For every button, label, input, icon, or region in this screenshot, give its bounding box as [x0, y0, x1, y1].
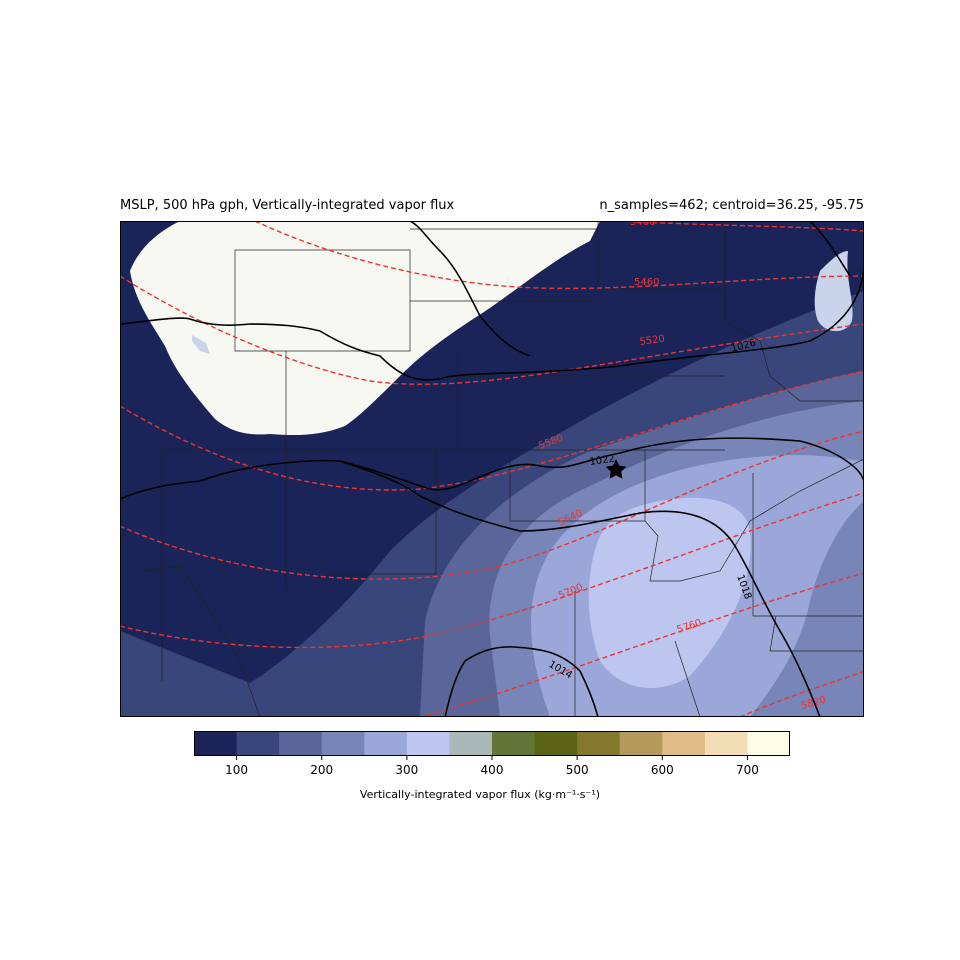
colorbar-cells [194, 731, 791, 756]
colorbar-cell [704, 731, 748, 756]
colorbar-label: Vertically-integrated vapor flux (kg·m⁻¹… [359, 788, 601, 801]
colorbar-cell [534, 731, 578, 756]
colorbar-cell [406, 731, 450, 756]
colorbar-tick-label: 200 [310, 763, 333, 777]
state-borders [141, 221, 864, 717]
colorbar-cell [492, 731, 536, 756]
mslp-contours [120, 221, 864, 717]
gph-label: 5460 [634, 277, 659, 288]
colorbar-tick-label: 400 [481, 763, 504, 777]
colorbar-cell [194, 731, 238, 756]
low-flux-region [130, 221, 600, 436]
colorbar-tick-label: 600 [651, 763, 674, 777]
flux-level-300 [588, 497, 751, 688]
colorbar-cell [364, 731, 408, 756]
gph-label: 5520 [639, 334, 666, 348]
map-subtitle: n_samples=462; centroid=36.25, -95.75 [599, 198, 864, 213]
colorbar-cell [236, 731, 280, 756]
colorbar-cell [279, 731, 323, 756]
map-title: MSLP, 500 hPa gph, Vertically-integrated… [120, 198, 455, 213]
colorbar-cell [321, 731, 365, 756]
colorbar-cell [577, 731, 621, 756]
lake [814, 251, 853, 332]
gph-label: 5400 [630, 221, 655, 228]
colorbar-ticks: 100 200 300 400 500 600 700 [225, 756, 759, 777]
colorbar-tick-label: 100 [225, 763, 248, 777]
colorbar-tick-label: 700 [736, 763, 759, 777]
colorbar-cell [449, 731, 493, 756]
centroid-star-icon [605, 459, 627, 479]
gph-contours [120, 221, 864, 717]
weather-map: 5400 5460 5520 5580 5640 5700 5760 5820 … [120, 221, 864, 717]
colorbar-cell [662, 731, 706, 756]
lake [192, 335, 210, 354]
colorbar-cell [747, 731, 791, 756]
colorbar-cell [619, 731, 663, 756]
colorbar-frame [194, 731, 790, 756]
mslp-label: 1022 [589, 454, 616, 468]
map-frame [120, 221, 864, 717]
colorbar-tick-label: 500 [566, 763, 589, 777]
colorbar-tick-label: 300 [395, 763, 418, 777]
colorbar: 100 200 300 400 500 600 700 [194, 731, 791, 777]
